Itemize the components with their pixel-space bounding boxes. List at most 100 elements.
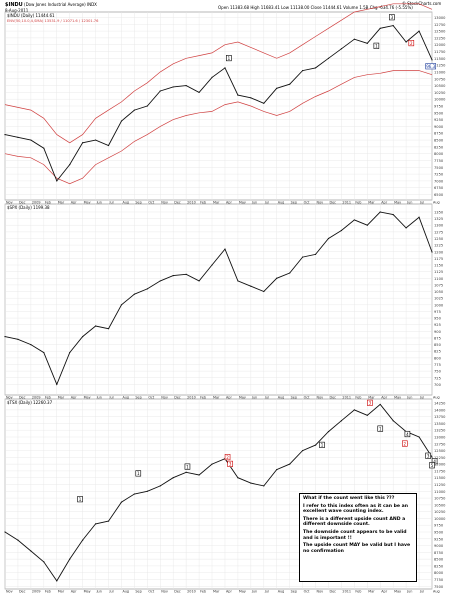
y-tick-label: 8250 [434, 145, 444, 149]
price-point [17, 539, 19, 541]
price-point [133, 293, 135, 295]
note-line-1: What if the count went like this ??? [303, 496, 395, 501]
x-tick-label: 2009 [32, 396, 41, 400]
y-tick-label: 12750 [434, 23, 446, 27]
price-point [224, 67, 226, 69]
price-point [224, 248, 226, 250]
price-point [289, 272, 291, 274]
y-tick-label: 7250 [434, 173, 444, 177]
x-tick-label: Aug [278, 201, 285, 205]
price-point [392, 214, 394, 216]
price-point [327, 57, 330, 59]
y-tick-label: 9500 [434, 531, 444, 535]
x-tick-label: Apr [381, 201, 387, 205]
price-point [172, 275, 174, 277]
price-point [172, 477, 174, 479]
x-tick-label: 2011 [342, 396, 351, 400]
x-tick-label: Jun [406, 201, 412, 205]
price-point [69, 163, 71, 166]
x-tick-label: 2010 [187, 201, 196, 205]
price-point [211, 463, 213, 465]
price-point [405, 227, 407, 229]
price-point [431, 59, 433, 61]
wave-label-box [408, 40, 415, 47]
price-point [276, 277, 278, 279]
x-tick-label: Mar [368, 201, 375, 205]
x-tick-label: Nov [6, 201, 13, 205]
x-tick-label: Dec [329, 201, 336, 205]
price-point [418, 216, 420, 218]
y-tick-label: 1000 [434, 303, 444, 307]
y-tick-label: 11250 [434, 483, 446, 487]
x-tick-label: Sep [291, 590, 297, 594]
x-tick-label: Dec [329, 590, 336, 594]
y-tick-label: 11750 [434, 50, 446, 54]
price-point [276, 468, 278, 471]
x-tick-label: Feb [45, 201, 51, 205]
y-tick-label: 10250 [434, 510, 446, 514]
note-line-3: There is a different upside count AND a … [303, 517, 406, 528]
y-tick-label: 725 [434, 376, 441, 380]
wave-label: 2 [410, 41, 413, 46]
index-name: (Dow Jones Industrial Average) INDX [24, 2, 97, 7]
x-tick-label: Dec [174, 396, 181, 400]
y-tick-label: 9000 [434, 125, 444, 129]
y-tick-label: 1325 [434, 217, 443, 221]
x-tick-label: Jun [251, 590, 257, 594]
y-tick-label: 7500 [434, 166, 444, 170]
y-tick-label: 13000 [434, 436, 446, 440]
price-point [82, 142, 84, 144]
y-tick-label: 10750 [434, 497, 446, 501]
x-tick-label: Sep [291, 201, 297, 205]
x-tick-label: Sep [135, 396, 141, 400]
x-tick-label: Oct [148, 590, 155, 594]
x-tick-label: Jul [109, 201, 114, 205]
price-point [250, 482, 252, 484]
price-point [146, 288, 148, 290]
y-tick-label: 11750 [434, 469, 446, 473]
x-tick-label: Jul [109, 396, 114, 400]
x-tick-label: Jul [109, 590, 114, 594]
x-tick-label: Feb [355, 396, 361, 400]
wave-label-box [389, 14, 395, 21]
x-tick-label: Oct [304, 590, 311, 594]
y-tick-label: 8250 [434, 564, 444, 568]
price-point [82, 336, 84, 338]
y-tick-label: 950 [434, 317, 442, 321]
price-point [82, 539, 84, 541]
y-tick-label: 8500 [434, 558, 444, 562]
price-point [94, 325, 97, 327]
price-point [43, 561, 45, 563]
x-tick-label: Aug [433, 590, 440, 594]
price-point [353, 219, 355, 221]
price-point [366, 224, 368, 226]
x-tick-label: Apr [71, 201, 77, 205]
price-point [17, 136, 19, 138]
price-point [418, 30, 420, 32]
price-point [302, 69, 304, 72]
price-point [263, 290, 265, 293]
y-tick-label: 7000 [434, 179, 444, 183]
x-tick-label: Jun [251, 201, 257, 205]
x-tick-label: May [239, 590, 246, 594]
price-point [276, 87, 278, 89]
x-tick-label: Oct [148, 201, 155, 205]
wave-label-box [367, 399, 373, 406]
x-tick-label: Dec [19, 396, 26, 400]
wave-label-box [425, 63, 437, 70]
x-tick-label: Dec [19, 201, 26, 205]
panel-legend: $INDU (Daily) 11444.61 [7, 13, 55, 18]
y-tick-label: 9750 [434, 524, 444, 528]
wave-label-box [227, 460, 233, 467]
x-tick-label: Jun [251, 396, 257, 400]
x-tick-label: Dec [174, 590, 181, 594]
wave-label-box [404, 430, 411, 438]
price-point [198, 474, 200, 476]
x-tick-label: Jul [264, 590, 269, 594]
x-tick-label: Dec [19, 590, 26, 594]
wave-label-box [184, 463, 191, 470]
wave-label: 2 [404, 441, 407, 446]
price-point [366, 414, 368, 416]
note-line-5: The upside count MAY be valid but I have… [303, 543, 411, 554]
price-point [146, 490, 148, 492]
